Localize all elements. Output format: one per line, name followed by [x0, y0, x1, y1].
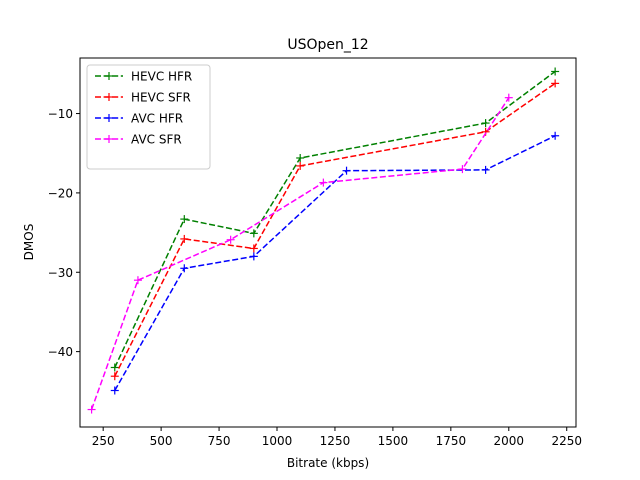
series-line-avc-sfr: [90, 97, 510, 410]
data-point-hevc-sfr: [249, 244, 258, 253]
x-axis-label: Bitrate (kbps): [287, 456, 369, 470]
data-point-avc-sfr: [458, 165, 467, 174]
y-tick-label: −10: [48, 107, 73, 121]
legend: HEVC HFR HEVC SFR AVC HFR AVC SFR: [86, 64, 211, 170]
chart-title: USOpen_12: [287, 37, 368, 53]
legend-box: [86, 64, 211, 170]
legend-label: AVC SFR: [131, 133, 182, 147]
data-point-avc-hfr: [481, 165, 490, 174]
data-point-hevc-hfr: [481, 119, 490, 128]
data-point-avc-sfr: [133, 276, 142, 285]
x-tick-label: 2250: [551, 434, 582, 448]
data-point-hevc-sfr: [180, 234, 189, 243]
y-axis: −40 −30 −20 −10: [48, 107, 80, 359]
data-point-hevc-sfr: [296, 161, 305, 170]
data-point-avc-hfr: [249, 252, 258, 261]
x-tick-label: 1500: [378, 434, 409, 448]
series-layer: [87, 67, 560, 414]
legend-item-avc-hfr: AVC HFR: [95, 112, 183, 126]
data-point-hevc-sfr: [551, 79, 560, 88]
data-point-avc-hfr: [110, 386, 119, 395]
x-tick-label: 1250: [320, 434, 351, 448]
data-point-avc-sfr: [504, 93, 513, 102]
data-point-hevc-hfr: [249, 229, 258, 238]
y-tick-label: −30: [48, 266, 73, 280]
x-tick-label: 250: [92, 434, 115, 448]
data-point-avc-hfr: [180, 264, 189, 273]
legend-item-hevc-sfr: HEVC SFR: [95, 91, 191, 105]
data-point-hevc-hfr: [110, 363, 119, 372]
data-point-hevc-hfr: [180, 215, 189, 224]
y-tick-label: −40: [48, 345, 73, 359]
x-tick-label: 1000: [262, 434, 293, 448]
series-line-avc-hfr: [114, 135, 556, 391]
data-point-hevc-hfr: [296, 153, 305, 162]
data-point-avc-sfr: [319, 178, 328, 187]
y-tick-label: −20: [48, 186, 73, 200]
data-point-avc-sfr: [87, 405, 96, 414]
y-axis-label: DMOS: [22, 224, 36, 261]
x-tick-label: 500: [150, 434, 173, 448]
x-tick-label: 750: [208, 434, 231, 448]
x-tick-label: 2000: [494, 434, 525, 448]
plot-frame: [79, 57, 577, 428]
data-point-hevc-sfr: [110, 372, 119, 381]
legend-item-avc-sfr: AVC SFR: [95, 133, 182, 147]
data-point-hevc-hfr: [551, 67, 560, 76]
series-line-hevc-sfr: [114, 82, 556, 377]
data-point-avc-sfr: [226, 235, 235, 244]
legend-label: HEVC HFR: [131, 70, 192, 84]
legend-label: AVC HFR: [131, 112, 183, 126]
x-tick-label: 1750: [436, 434, 467, 448]
data-point-avc-hfr: [342, 166, 351, 175]
legend-label: HEVC SFR: [131, 91, 191, 105]
legend-item-hevc-hfr: HEVC HFR: [95, 70, 192, 84]
data-point-avc-hfr: [551, 131, 560, 140]
x-axis: 250 500 750 1000 1250 1500 1750 2000 2250: [92, 427, 582, 448]
